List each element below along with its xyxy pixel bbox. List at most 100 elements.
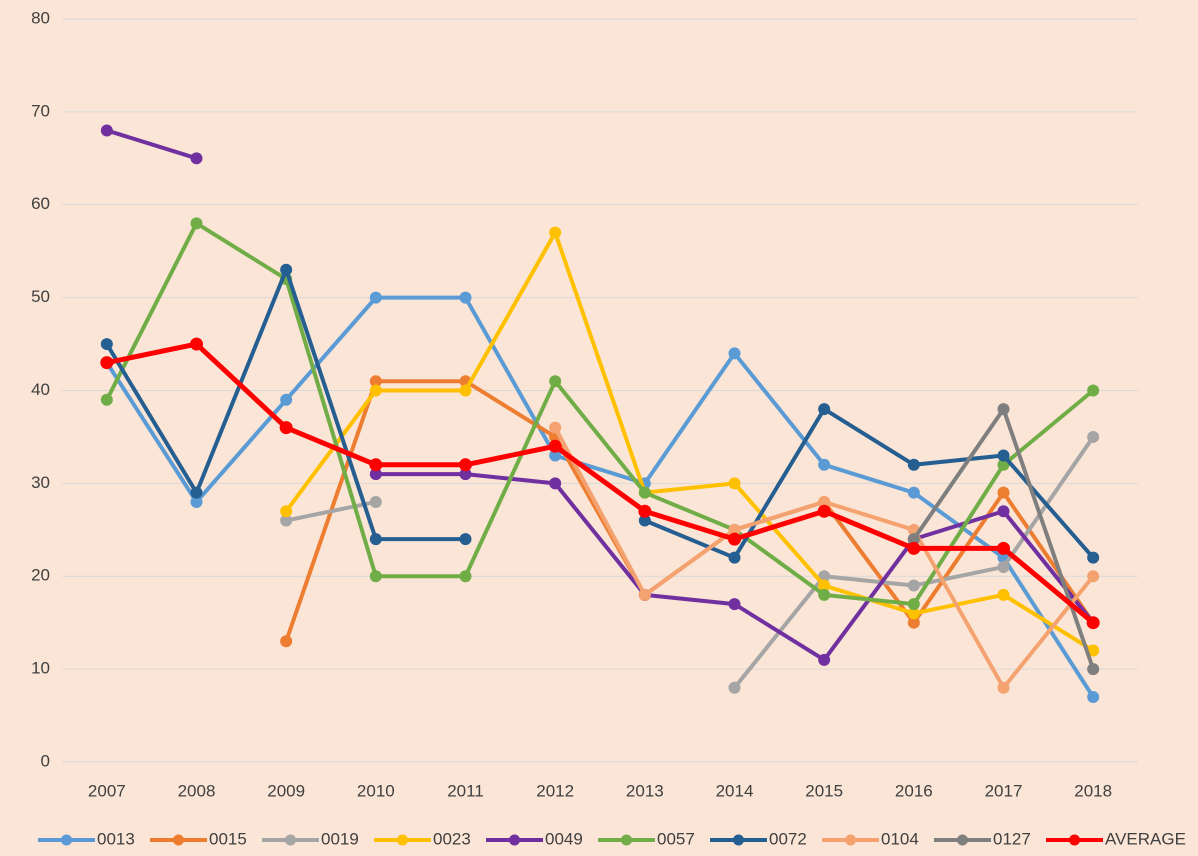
point bbox=[818, 495, 831, 508]
point bbox=[638, 504, 652, 518]
point bbox=[728, 598, 741, 611]
point bbox=[459, 458, 472, 472]
legend-marker bbox=[173, 834, 184, 846]
series-line bbox=[912, 407, 1096, 670]
point bbox=[369, 495, 382, 508]
point bbox=[907, 607, 920, 620]
point bbox=[728, 477, 741, 490]
x-tick-label: 2016 bbox=[895, 781, 933, 800]
point bbox=[997, 486, 1010, 499]
legend-label: 0057 bbox=[657, 829, 695, 848]
y-tick-label: 70 bbox=[31, 101, 50, 120]
legend-label: 0013 bbox=[97, 829, 135, 848]
point bbox=[997, 560, 1010, 573]
point bbox=[997, 588, 1010, 601]
legend-marker bbox=[397, 834, 408, 846]
point bbox=[728, 681, 741, 694]
legend-marker bbox=[733, 834, 744, 846]
x-tick-label: 2007 bbox=[88, 781, 126, 800]
point bbox=[907, 533, 920, 546]
y-tick-label: 20 bbox=[31, 566, 50, 585]
legend-label: 0049 bbox=[545, 829, 583, 848]
point bbox=[280, 635, 293, 648]
x-tick-label: 2013 bbox=[626, 781, 664, 800]
point bbox=[818, 458, 831, 471]
legend-label: 0023 bbox=[433, 829, 471, 848]
point bbox=[100, 356, 114, 370]
point bbox=[190, 486, 203, 499]
legend-marker bbox=[957, 834, 968, 846]
legend-marker bbox=[621, 834, 632, 846]
legend-label: 0019 bbox=[321, 829, 359, 848]
x-tick-label: 2009 bbox=[267, 781, 305, 800]
point bbox=[280, 393, 293, 406]
point bbox=[549, 477, 562, 490]
point bbox=[638, 588, 651, 601]
series-line bbox=[105, 221, 1095, 607]
point bbox=[190, 152, 203, 165]
point bbox=[100, 124, 113, 137]
legend-label: 0015 bbox=[209, 829, 247, 848]
point bbox=[1086, 616, 1100, 630]
point bbox=[997, 541, 1010, 555]
point bbox=[1087, 430, 1100, 443]
point bbox=[907, 598, 920, 611]
y-tick-label: 0 bbox=[41, 751, 50, 770]
point bbox=[369, 468, 382, 481]
point bbox=[818, 588, 831, 601]
point bbox=[369, 533, 382, 546]
point bbox=[459, 533, 472, 546]
point bbox=[548, 439, 562, 453]
point bbox=[459, 570, 472, 583]
point bbox=[818, 653, 831, 666]
point bbox=[369, 291, 382, 304]
x-tick-label: 2015 bbox=[805, 781, 843, 800]
point bbox=[997, 403, 1010, 416]
series-line bbox=[106, 341, 1095, 625]
legend-label: 0127 bbox=[993, 829, 1031, 848]
y-tick-label: 60 bbox=[31, 194, 50, 213]
legend-marker bbox=[845, 834, 856, 846]
point bbox=[369, 384, 382, 397]
point bbox=[907, 541, 921, 555]
point bbox=[369, 458, 383, 472]
point bbox=[907, 458, 920, 471]
point bbox=[549, 421, 562, 434]
point bbox=[369, 375, 382, 388]
point bbox=[1087, 384, 1100, 397]
x-tick-label: 2018 bbox=[1074, 781, 1112, 800]
point bbox=[279, 421, 293, 435]
point bbox=[1087, 570, 1100, 583]
y-tick-label: 40 bbox=[31, 380, 50, 399]
point bbox=[190, 217, 203, 230]
point bbox=[907, 579, 920, 592]
series-line bbox=[284, 230, 1095, 653]
x-tick-label: 2017 bbox=[985, 781, 1023, 800]
point bbox=[190, 495, 203, 508]
point bbox=[1087, 690, 1100, 703]
point bbox=[818, 579, 831, 592]
point bbox=[728, 551, 741, 564]
point bbox=[100, 338, 113, 351]
point bbox=[549, 449, 562, 462]
point bbox=[907, 616, 920, 629]
x-tick-label: 2011 bbox=[447, 781, 484, 800]
point bbox=[907, 486, 920, 499]
point bbox=[549, 375, 562, 388]
legend-marker bbox=[61, 834, 72, 846]
point bbox=[280, 505, 293, 518]
point bbox=[549, 226, 562, 239]
point bbox=[638, 486, 651, 499]
x-tick-label: 2012 bbox=[536, 781, 574, 800]
point bbox=[1087, 663, 1100, 676]
y-tick-label: 80 bbox=[31, 8, 50, 27]
legend-marker bbox=[285, 834, 296, 846]
point bbox=[459, 384, 472, 397]
point bbox=[728, 523, 741, 536]
point bbox=[190, 337, 203, 351]
legend-label: AVERAGE bbox=[1105, 829, 1186, 848]
x-tick-label: 2014 bbox=[716, 781, 754, 800]
point bbox=[997, 505, 1010, 518]
point bbox=[997, 449, 1010, 462]
